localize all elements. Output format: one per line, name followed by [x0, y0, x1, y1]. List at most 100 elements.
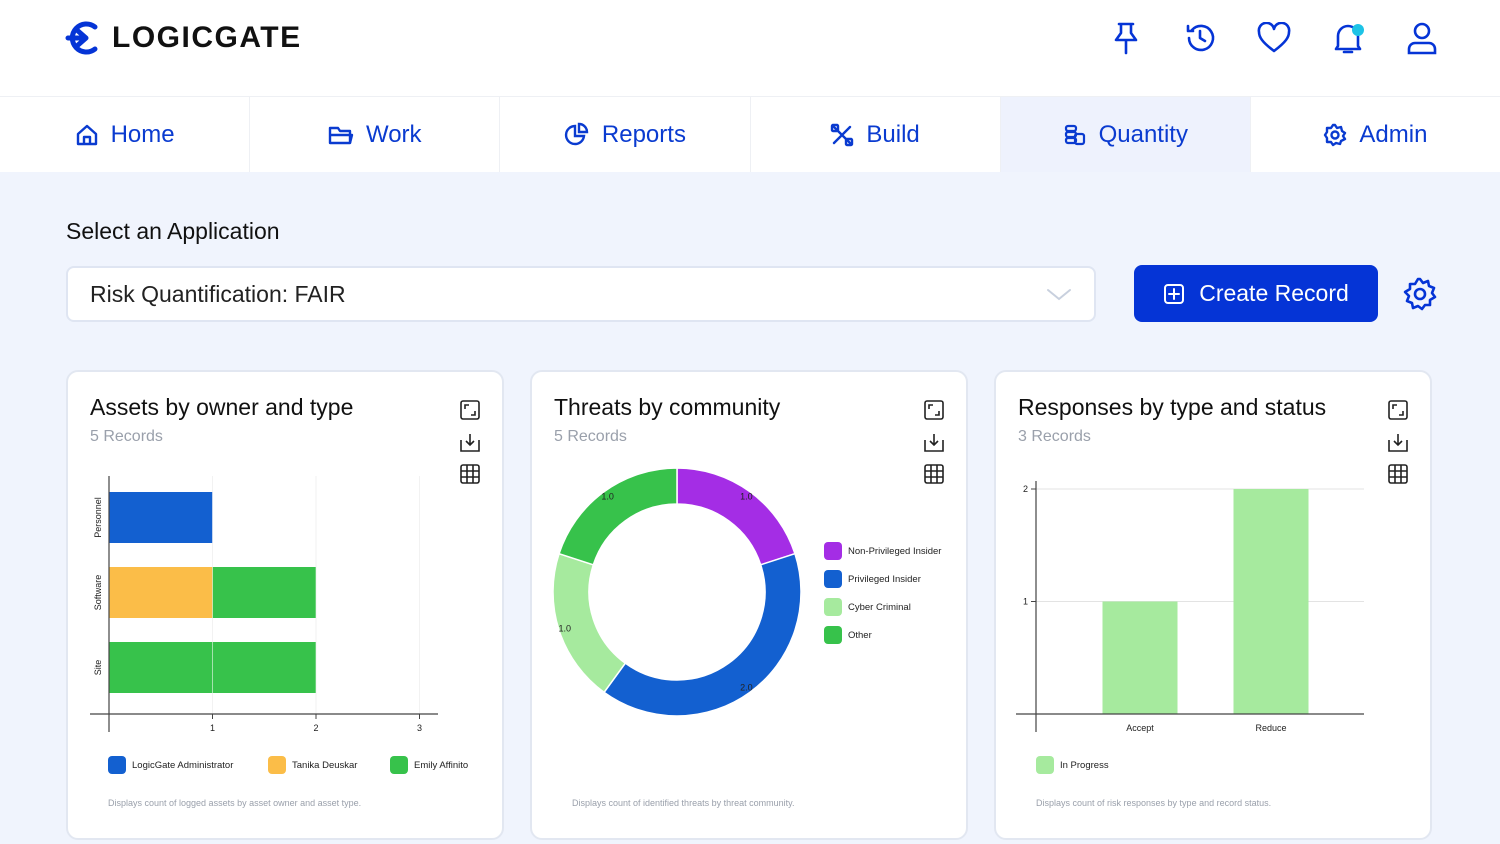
donut-slice — [558, 467, 678, 566]
threats-donut-chart: 1.0 2.0 1.0 1.0 — [552, 467, 802, 717]
download-icon[interactable] — [1388, 432, 1408, 452]
main-nav: Home Work Reports Build Quantity Admin — [0, 96, 1500, 172]
responses-bar-chart: 1 2 Accept Reduce — [1016, 481, 1364, 733]
nav-item-reports[interactable]: Reports — [500, 97, 751, 172]
brand-name: LOGICGATE — [112, 21, 302, 54]
legend-swatch — [824, 570, 842, 588]
category-label: Site — [93, 660, 103, 676]
slice-label: 2.0 — [740, 682, 753, 692]
legend-item[interactable]: Cyber Criminal — [824, 598, 911, 616]
legend-swatch — [824, 626, 842, 644]
x-tick-label: 1 — [210, 723, 215, 733]
expand-icon[interactable] — [460, 400, 480, 420]
download-icon[interactable] — [460, 432, 480, 452]
nav-item-home[interactable]: Home — [0, 97, 251, 172]
bar — [1102, 601, 1178, 714]
legend-label: Emily Affinito — [414, 759, 469, 771]
x-tick-label: 3 — [417, 723, 422, 733]
card-title: Assets by owner and type — [90, 394, 354, 420]
nav-item-admin[interactable]: Admin — [1251, 97, 1500, 172]
bar — [109, 567, 213, 618]
logicgate-logo-icon — [65, 21, 98, 55]
legend-item[interactable]: Privileged Insider — [824, 570, 921, 588]
legend-item[interactable]: Other — [824, 626, 872, 644]
chevron-down-icon — [1047, 289, 1071, 301]
card-footnote: Displays count of logged assets by asset… — [108, 798, 362, 808]
card-footnote: Displays count of risk responses by type… — [1036, 798, 1272, 808]
table-icon[interactable] — [1388, 464, 1408, 484]
card-title: Threats by community — [554, 394, 781, 420]
user-icon[interactable] — [1404, 20, 1440, 56]
top-header: LOGICGATE — [0, 0, 1500, 96]
card-subtitle: 3 Records — [1018, 428, 1091, 445]
nav-item-work[interactable]: Work — [250, 97, 501, 172]
legend-label: Non-Privileged Insider — [848, 545, 942, 557]
card-footnote: Displays count of identified threats by … — [572, 798, 795, 808]
x-tick-label: 2 — [313, 723, 318, 733]
bell-icon[interactable] — [1330, 20, 1366, 56]
expand-icon[interactable] — [924, 400, 944, 420]
quantity-icon — [1064, 124, 1085, 145]
nav-label: Home — [110, 120, 175, 148]
card-assets: Assets by owner and type 5 Records Perso… — [66, 370, 504, 840]
legend-label: LogicGate Administrator — [132, 759, 234, 771]
x-tick-label: Reduce — [1255, 723, 1286, 733]
reports-icon — [564, 122, 589, 145]
legend-label: In Progress — [1060, 759, 1109, 771]
legend-label: Cyber Criminal — [848, 601, 911, 613]
x-tick-label: Accept — [1126, 723, 1154, 733]
bar — [212, 567, 316, 618]
y-tick-label: 1 — [1023, 597, 1028, 607]
history-icon[interactable] — [1182, 20, 1218, 56]
donut-slice — [603, 552, 802, 717]
table-icon[interactable] — [460, 464, 480, 484]
card-responses: Responses by type and status 3 Records 1… — [994, 370, 1432, 840]
nav-label: Build — [866, 120, 920, 148]
legend-swatch — [390, 756, 408, 774]
pin-icon[interactable] — [1108, 20, 1144, 56]
legend-item[interactable]: LogicGate Administrator — [108, 756, 233, 774]
slice-label: 1.0 — [559, 623, 572, 633]
application-select[interactable]: Risk Quantification: FAIR — [66, 266, 1096, 322]
nav-label: Reports — [601, 120, 686, 148]
nav-label: Admin — [1359, 120, 1428, 148]
card-subtitle: 5 Records — [554, 428, 627, 445]
plus-square-icon — [1164, 283, 1185, 304]
settings-gear-icon[interactable] — [1402, 276, 1438, 312]
home-icon — [76, 124, 97, 145]
legend-label: Other — [848, 629, 872, 641]
legend-swatch — [268, 756, 286, 774]
legend-item[interactable]: Emily Affinito — [390, 756, 468, 774]
download-icon[interactable] — [924, 432, 944, 452]
card-threats: Threats by community 5 Records 1.0 2.0 1.0… — [530, 370, 968, 840]
legend-item[interactable]: Non-Privileged Insider — [824, 542, 941, 560]
legend-label: Tanika Deuskar — [292, 759, 358, 771]
card-title: Responses by type and status — [1018, 394, 1327, 420]
create-record-button[interactable]: Create Record — [1134, 265, 1378, 322]
select-application-label: Select an Application — [66, 218, 280, 244]
folder-icon — [328, 126, 354, 144]
card-subtitle: 5 Records — [90, 428, 163, 445]
legend-item[interactable]: Tanika Deuskar — [268, 756, 357, 774]
assets-bar-chart: Personnel Software Site 1 2 3 — [90, 476, 438, 733]
nav-item-build[interactable]: Build — [751, 97, 1001, 172]
y-tick-label: 2 — [1023, 484, 1028, 494]
table-icon[interactable] — [924, 464, 944, 484]
logo[interactable]: LOGICGATE — [64, 18, 302, 58]
nav-label: Quantity — [1098, 120, 1188, 148]
legend-swatch — [824, 598, 842, 616]
legend-item[interactable]: In Progress — [1036, 756, 1109, 774]
nav-label: Work — [365, 120, 422, 148]
nav-item-quantity[interactable]: Quantity — [1000, 97, 1251, 172]
legend-label: Privileged Insider — [848, 573, 921, 585]
legend-swatch — [1036, 756, 1054, 774]
legend-swatch — [108, 756, 126, 774]
donut-slice — [676, 467, 796, 566]
slice-label: 1.0 — [601, 492, 614, 502]
bar — [109, 492, 213, 543]
expand-icon[interactable] — [1388, 400, 1408, 420]
heart-icon[interactable] — [1256, 20, 1292, 56]
gear-icon — [1324, 123, 1347, 146]
bar — [1233, 489, 1309, 714]
notification-dot — [1352, 24, 1364, 36]
